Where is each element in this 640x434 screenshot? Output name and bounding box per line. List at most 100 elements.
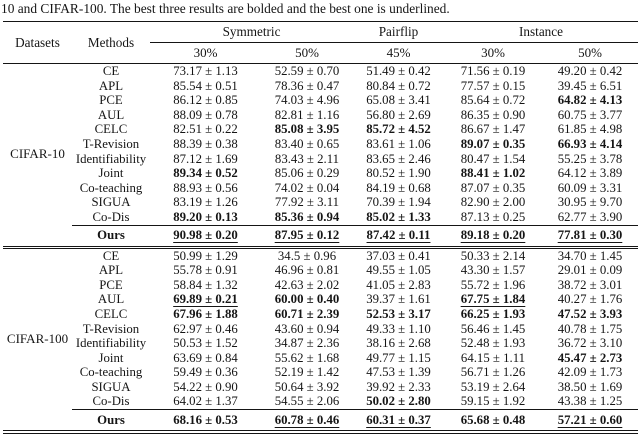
group-header-pairflip: Pairflip — [353, 21, 444, 43]
value-cell: 64.12 ± 3.89 — [557, 166, 623, 181]
method-cell: Joint — [98, 350, 124, 365]
method-row: PCE 86.12 ± 0.85 74.03 ± 4.96 65.08 ± 3.41 8… — [3, 93, 638, 108]
method-cell: Co-teaching — [79, 180, 143, 195]
value-cell: 87.07 ± 0.35 — [460, 180, 526, 195]
method-cell: Ours — [72, 224, 150, 249]
value-cell: 89.07 ± 0.35 — [460, 136, 526, 151]
value-cell: 80.84 ± 0.72 — [366, 78, 431, 93]
method-row: SIGUA 83.19 ± 1.26 77.92 ± 3.11 70.39 ± 1.9… — [3, 195, 638, 210]
group-header-instance: Instance — [444, 21, 638, 43]
value-cell: 86.35 ± 0.90 — [460, 107, 526, 122]
method-cell: Co-Dis — [92, 209, 130, 224]
value-cell: 54.55 ± 2.06 — [274, 394, 340, 409]
value-cell: 63.69 ± 0.84 — [173, 350, 238, 365]
method-cell: PCE — [99, 277, 123, 292]
value-cell: 77.92 ± 3.11 — [274, 195, 340, 210]
value-cell: 83.65 ± 2.46 — [366, 151, 431, 166]
value-cell: 39.37 ± 1.61 — [366, 292, 431, 307]
section-cifar10: CIFAR-10 CE 73.17 ± 1.13 52.59 ± 0.70 51.49 … — [3, 63, 638, 249]
value-cell: 56.80 ± 2.69 — [366, 107, 431, 122]
method-cell: CELC — [94, 122, 128, 137]
col-header-datasets: Datasets — [3, 21, 72, 64]
table-header: Datasets Methods Symmetric Pairflip Inst… — [3, 21, 638, 64]
value-cell: 85.06 ± 0.29 — [274, 166, 340, 181]
value-cell: 37.03 ± 0.41 — [366, 248, 431, 263]
method-row: AUL 88.09 ± 0.78 82.81 ± 1.16 56.80 ± 2.69 8… — [3, 108, 638, 123]
method-row: CELC 82.51 ± 0.22 85.08 ± 3.95 85.72 ± 4.52… — [3, 122, 638, 137]
value-cell: 64.82 ± 4.13 — [557, 93, 623, 108]
method-row: Identifiability 50.53 ± 1.52 34.87 ± 2.36 3… — [3, 336, 638, 351]
value-cell: 77.81 ± 0.30 — [542, 224, 638, 249]
value-cell: 45.47 ± 2.73 — [557, 350, 623, 365]
value-cell: 87.95 ± 0.12 — [261, 224, 353, 249]
ours-row: Ours 68.16 ± 0.53 60.78 ± 0.46 60.31 ± 0.37… — [3, 409, 638, 434]
method-cell: APL — [98, 78, 124, 93]
method-cell: APL — [98, 263, 124, 278]
value-cell: 52.48 ± 1.93 — [460, 336, 526, 351]
method-row: T-Revision 88.39 ± 0.38 83.40 ± 0.65 83.61 … — [3, 137, 638, 152]
value-cell: 83.40 ± 0.65 — [274, 136, 340, 151]
value-cell: 34.87 ± 2.36 — [274, 336, 340, 351]
dataset-label: CIFAR-10 — [3, 63, 72, 249]
method-cell: Joint — [98, 166, 124, 181]
value-cell: 54.22 ± 0.90 — [173, 379, 238, 394]
noise-rate-header-instance-30: 30% — [444, 42, 542, 64]
value-cell: 66.93 ± 4.14 — [557, 136, 623, 151]
method-cell: SIGUA — [91, 195, 131, 210]
method-row: T-Revision 62.97 ± 0.46 43.60 ± 0.94 49.33 … — [3, 322, 638, 337]
value-cell: 89.18 ± 0.20 — [444, 224, 542, 249]
value-cell: 57.21 ± 0.60 — [542, 409, 638, 434]
value-cell: 70.39 ± 1.94 — [366, 195, 431, 210]
value-cell: 55.72 ± 1.96 — [460, 277, 526, 292]
value-cell: 49.55 ± 1.05 — [366, 263, 431, 278]
value-cell: 43.60 ± 0.94 — [274, 321, 340, 336]
value-cell: 29.01 ± 0.09 — [557, 263, 623, 278]
value-cell: 66.25 ± 1.93 — [460, 306, 526, 321]
value-cell: 50.33 ± 2.14 — [460, 248, 526, 263]
method-row: Co-Dis 89.20 ± 0.13 85.36 ± 0.94 85.02 ± 1.… — [3, 210, 638, 225]
col-header-methods: Methods — [72, 21, 150, 64]
value-cell: 83.61 ± 1.06 — [366, 136, 431, 151]
value-cell: 60.78 ± 0.46 — [261, 409, 353, 434]
value-cell: 41.05 ± 2.83 — [366, 277, 431, 292]
value-cell: 53.19 ± 2.64 — [460, 379, 526, 394]
value-cell: 47.52 ± 3.93 — [557, 306, 623, 321]
method-row: Identifiability 87.12 ± 1.69 83.43 ± 2.11 8… — [3, 152, 638, 167]
value-cell: 62.77 ± 3.90 — [557, 209, 623, 224]
value-cell: 88.41 ± 1.02 — [460, 166, 526, 181]
value-cell: 88.39 ± 0.38 — [173, 136, 238, 151]
value-cell: 82.90 ± 2.00 — [460, 195, 526, 210]
value-cell: 61.85 ± 4.98 — [557, 122, 623, 137]
method-row: Co-teaching 88.93 ± 0.56 74.02 ± 0.04 84.19… — [3, 181, 638, 196]
method-cell: CE — [102, 248, 120, 263]
value-cell: 50.02 ± 2.80 — [366, 394, 431, 409]
method-row: CIFAR-100 CE 50.99 ± 1.29 34.5 ± 0.96 37.03 … — [3, 247, 638, 434]
value-cell: 80.47 ± 1.54 — [460, 151, 526, 166]
value-cell: 68.16 ± 0.53 — [150, 409, 261, 434]
method-row: Co-Dis 64.02 ± 1.37 54.55 ± 2.06 50.02 ± 2.… — [3, 394, 638, 409]
value-cell: 90.98 ± 0.20 — [150, 224, 261, 249]
method-cell: Ours — [72, 409, 150, 434]
method-cell: Co-teaching — [79, 365, 143, 380]
value-cell: 85.08 ± 3.95 — [274, 122, 340, 137]
method-row: CELC 67.96 ± 1.88 60.71 ± 2.39 52.53 ± 3.17… — [3, 307, 638, 322]
dataset-label: CIFAR-100 — [3, 247, 72, 434]
value-cell: 82.51 ± 0.22 — [173, 122, 238, 137]
method-cell: Co-Dis — [92, 394, 130, 409]
method-cell: PCE — [99, 93, 123, 108]
noise-rate-header-pairflip-45: 45% — [353, 42, 444, 64]
value-cell: 67.75 ± 1.84 — [460, 292, 526, 307]
noise-rate-header-symmetric-50: 50% — [261, 42, 353, 64]
value-cell: 89.34 ± 0.52 — [173, 166, 238, 181]
value-cell: 85.54 ± 0.51 — [173, 78, 238, 93]
value-cell: 85.36 ± 0.94 — [274, 209, 340, 224]
method-cell: SIGUA — [91, 379, 131, 394]
value-cell: 39.92 ± 2.33 — [366, 379, 431, 394]
value-cell: 69.89 ± 0.21 — [173, 292, 238, 307]
value-cell: 52.19 ± 1.42 — [274, 365, 340, 380]
results-table: Datasets Methods Symmetric Pairflip Inst… — [3, 21, 638, 434]
value-cell: 82.81 ± 1.16 — [274, 107, 340, 122]
value-cell: 71.56 ± 0.19 — [460, 64, 526, 78]
value-cell: 39.45 ± 6.51 — [557, 78, 623, 93]
value-cell: 87.42 ± 0.11 — [353, 224, 444, 249]
